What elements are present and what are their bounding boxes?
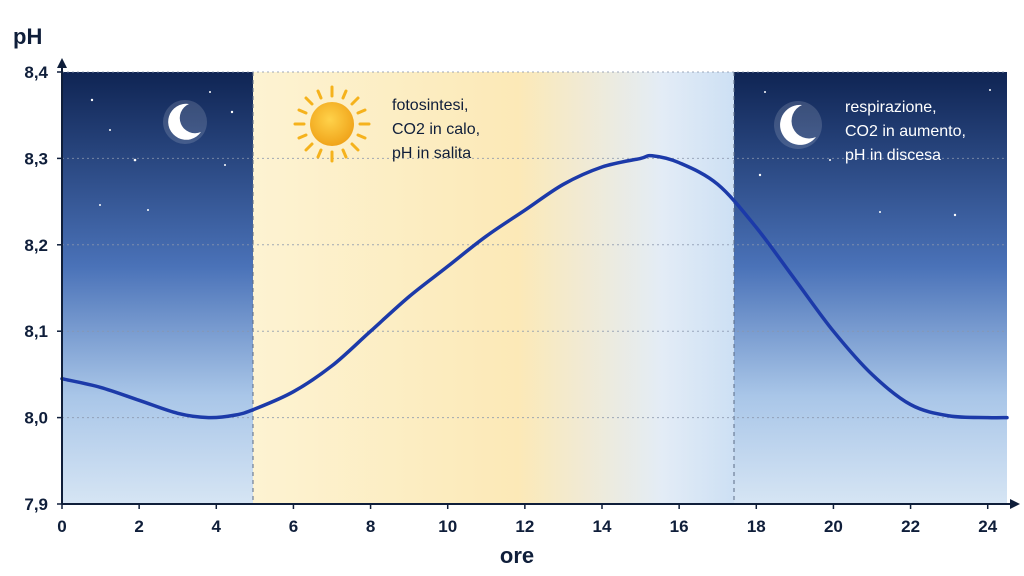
y-tick-label: 8,3 xyxy=(24,149,48,168)
y-tick-label: 8,2 xyxy=(24,236,48,255)
night-band-right xyxy=(734,72,1007,504)
x-tick-label: 12 xyxy=(515,517,534,536)
night-band-left xyxy=(62,72,253,504)
annotation-night: respirazione, CO2 in aumento, pH in disc… xyxy=(845,99,970,164)
x-tick-label: 10 xyxy=(438,517,457,536)
x-tick-label: 16 xyxy=(670,517,689,536)
y-axis-arrow xyxy=(57,58,67,68)
annotation-night-line: respirazione, xyxy=(845,99,937,116)
y-tick-label: 8,1 xyxy=(24,322,48,341)
sun-icon xyxy=(293,85,371,163)
annotation-day-line: CO2 in calo, xyxy=(392,121,480,138)
x-tick-label: 18 xyxy=(747,517,766,536)
stars xyxy=(90,89,991,217)
x-tick-label: 22 xyxy=(901,517,920,536)
x-tick-label: 24 xyxy=(978,517,997,536)
annotation-day-line: pH in salita xyxy=(392,145,471,162)
y-tick-label: 7,9 xyxy=(24,495,48,514)
x-tick-label: 2 xyxy=(134,517,143,536)
series-line xyxy=(60,153,1009,420)
x-tick-label: 14 xyxy=(593,517,612,536)
annotation-day-line: fotosintesi, xyxy=(392,97,468,114)
x-axis-title: ore xyxy=(500,543,534,568)
y-axis-title: pH xyxy=(13,24,42,49)
x-tick-label: 6 xyxy=(289,517,298,536)
x-tick-label: 4 xyxy=(212,517,222,536)
y-tick-label: 8,0 xyxy=(24,409,48,428)
y-tick-label: 8,4 xyxy=(24,63,48,82)
annotation-day: fotosintesi, CO2 in calo, pH in salita xyxy=(392,97,485,162)
x-tick-label: 20 xyxy=(824,517,843,536)
x-tick-label: 0 xyxy=(57,517,66,536)
moon-icon xyxy=(774,101,822,149)
moon-icon xyxy=(163,100,207,144)
x-axis-arrow xyxy=(1010,499,1020,509)
annotation-night-line: pH in discesa xyxy=(845,147,941,164)
x-axis-ticks: 0 2 4 6 8 10 12 14 16 18 20 22 24 xyxy=(57,504,998,536)
x-tick-label: 8 xyxy=(366,517,375,536)
annotation-night-line: CO2 in aumento, xyxy=(845,123,966,140)
y-axis-ticks: 7,9 8,0 8,1 8,2 8,3 8,4 xyxy=(24,63,62,514)
